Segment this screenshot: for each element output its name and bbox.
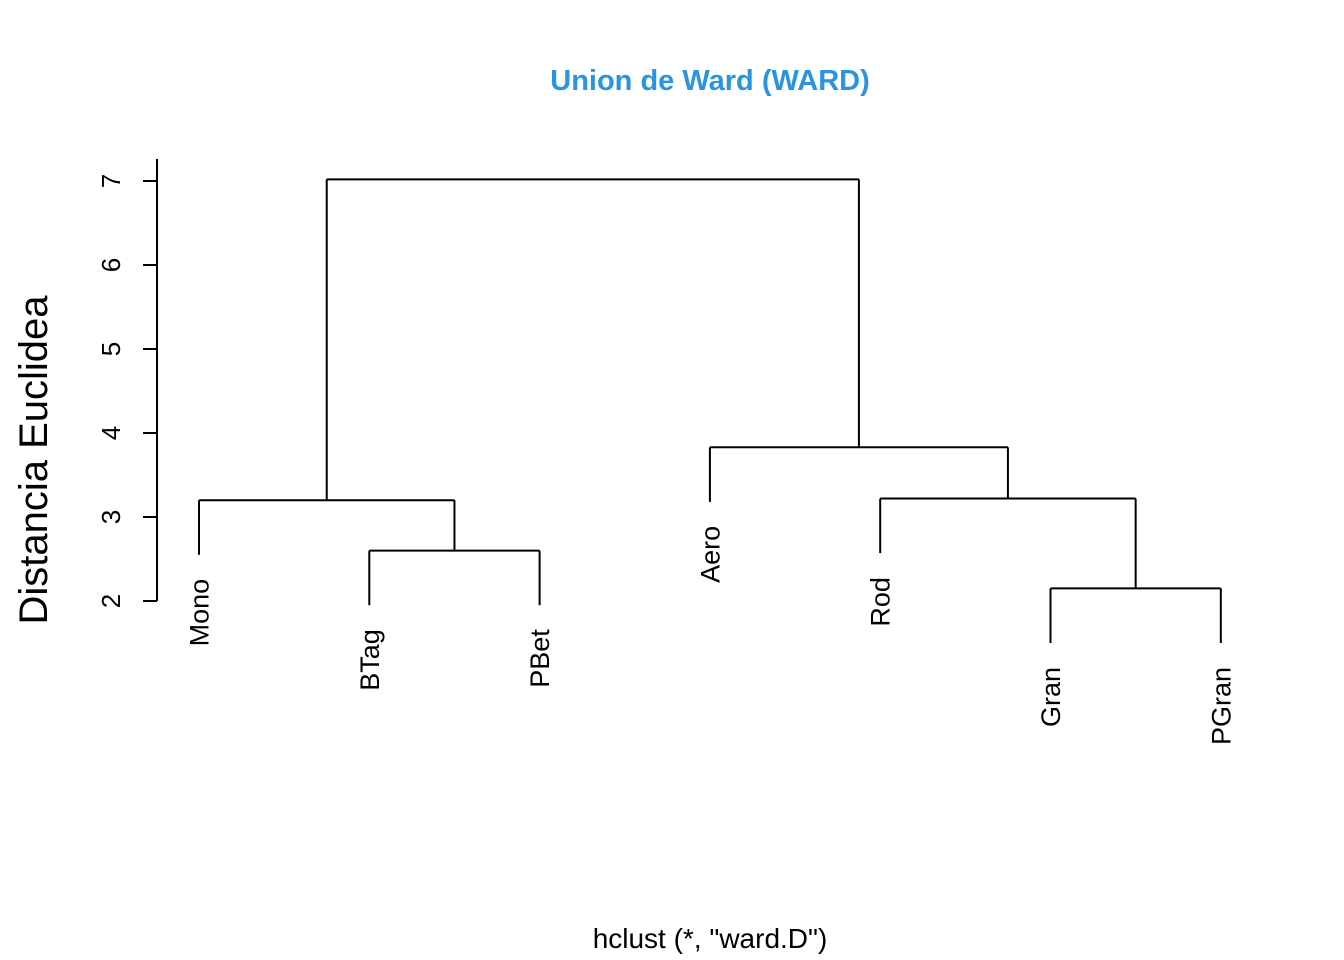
leaf-label-mono: Mono — [184, 579, 214, 647]
leaf-labels: Mono BTag PBet Aero Rod Gran PGran — [184, 526, 1236, 745]
y-tick-label: 3 — [96, 510, 126, 524]
dendrogram-branches — [198, 178, 1222, 643]
y-axis: 2 3 4 5 6 7 — [96, 159, 158, 608]
leaf-label-gran: Gran — [1036, 667, 1066, 727]
y-tick-label: 5 — [96, 342, 126, 356]
chart-title: Union de Ward (WARD) — [550, 65, 870, 97]
x-axis-label: hclust (*, "ward.D") — [593, 923, 828, 954]
y-axis-label: Distancia Euclidea — [12, 295, 56, 625]
y-tick-label: 6 — [96, 258, 126, 272]
leaf-label-rod: Rod — [866, 577, 896, 627]
leaf-label-pbet: PBet — [525, 629, 555, 688]
leaf-label-btag: BTag — [355, 629, 385, 691]
leaf-label-aero: Aero — [695, 526, 725, 583]
leaf-label-pgran: PGran — [1206, 667, 1236, 745]
y-tick-label: 4 — [96, 426, 126, 440]
y-tick-label: 2 — [96, 594, 126, 608]
y-tick-label: 7 — [96, 174, 126, 188]
